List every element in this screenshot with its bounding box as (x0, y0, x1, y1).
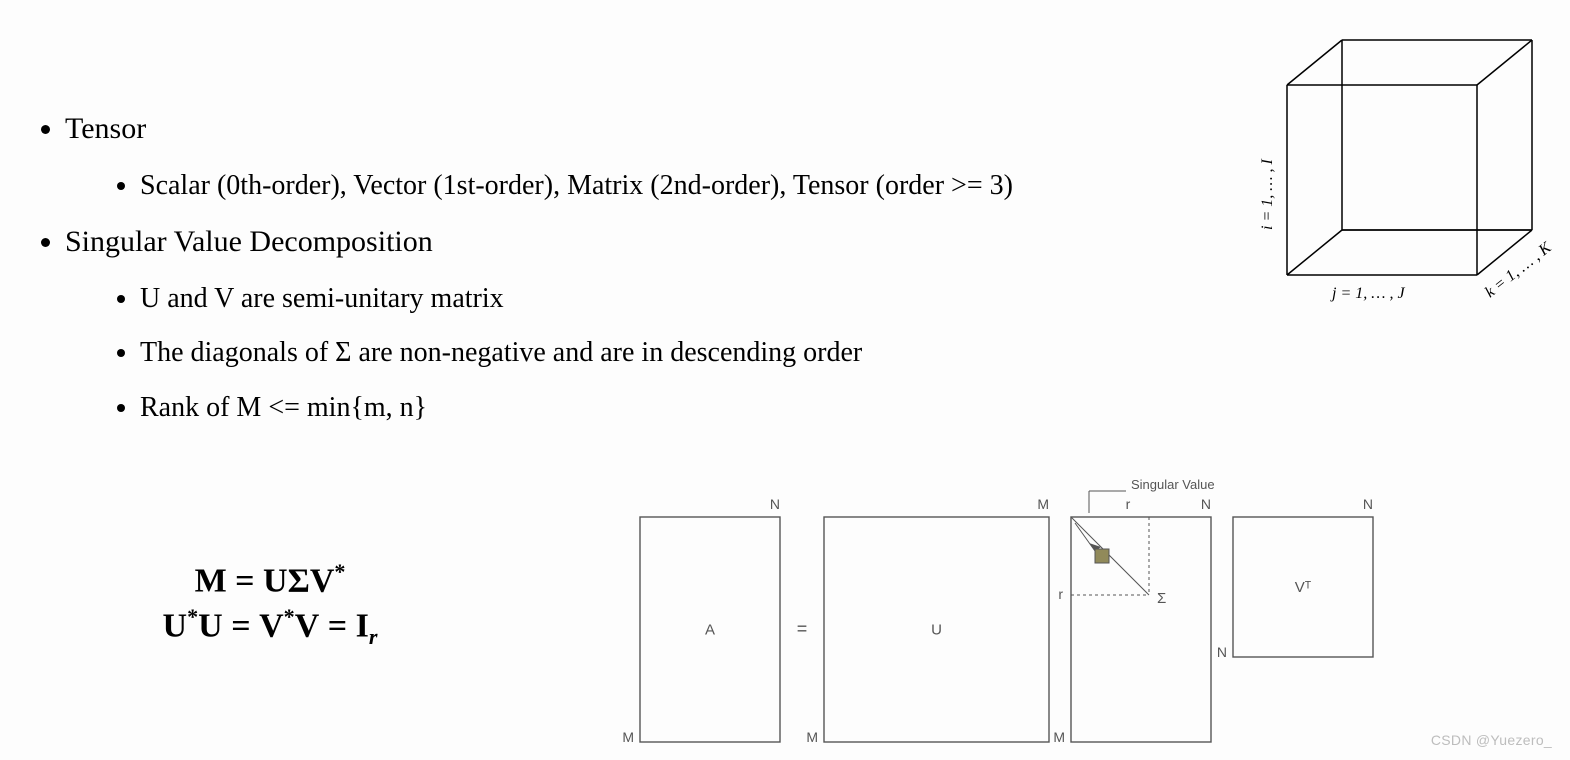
svg-text:M: M (806, 729, 818, 745)
bullet-svd-text: Singular Value Decomposition (65, 225, 433, 258)
svd-matrix-diagram: N M A = M M U N Mr r Σ Singular Value N N Vᵀ (620, 475, 1410, 755)
svg-text:N: N (1363, 496, 1373, 512)
svg-text:M: M (622, 729, 634, 745)
tensor-cube-diagram: i = 1, … , I j = 1, … , J k = 1, … , K (1232, 30, 1552, 320)
svg-text:r: r (1126, 496, 1131, 512)
bullet-svd-sigma: The diagonals of Σ are non-negative and … (140, 326, 1570, 381)
svg-text:M: M (1053, 729, 1065, 745)
svg-text:N: N (1201, 496, 1211, 512)
svg-text:Singular Value: Singular Value (1131, 477, 1215, 492)
svg-text:=: = (797, 619, 808, 639)
bullet-tensor-text: Tensor (65, 112, 146, 145)
svg-text:N: N (1217, 644, 1227, 660)
svg-text:M: M (1037, 496, 1049, 512)
watermark: CSDN @Yuezero_ (1431, 732, 1552, 748)
svg-text:r: r (1058, 586, 1063, 602)
bullet-svd-rank: Rank of M <= min{m, n} (140, 381, 1570, 436)
svg-text:k = 1, … , K: k = 1, … , K (1482, 238, 1552, 301)
svg-text:Σ: Σ (1157, 590, 1166, 607)
svg-text:U: U (931, 622, 942, 639)
svg-text:A: A (705, 622, 715, 639)
svg-text:N: N (770, 496, 780, 512)
svg-text:i = 1, … , I: i = 1, … , I (1259, 159, 1276, 230)
equation-line-2: U*U = V*V = Ir (110, 604, 430, 650)
equation-line-1: M = UΣV* (110, 559, 430, 600)
svg-text:j = 1, … , J: j = 1, … , J (1330, 285, 1405, 302)
svg-text:Vᵀ: Vᵀ (1295, 579, 1312, 596)
equation-block: M = UΣV* U*U = V*V = Ir (110, 555, 430, 654)
